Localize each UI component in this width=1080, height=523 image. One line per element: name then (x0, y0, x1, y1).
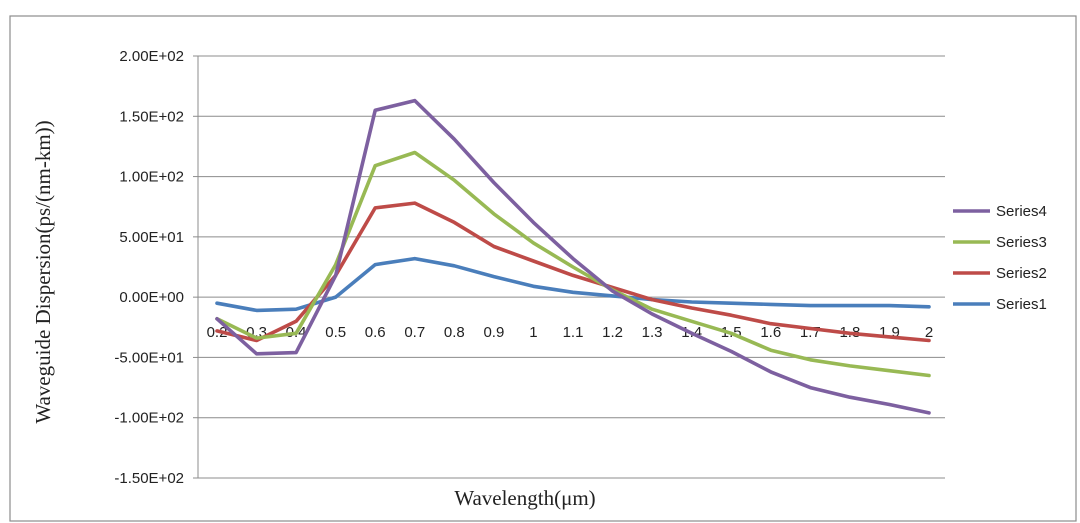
series-lines (215, 98, 931, 415)
series-line-series4 (215, 98, 931, 415)
x-tick-label: 0.9 (483, 324, 504, 341)
x-axis-title: Wavelength(μm) (454, 486, 595, 510)
x-tick-label: 0.7 (404, 324, 425, 341)
x-tick-label: 1.1 (563, 324, 584, 341)
legend-label-series4: Series4 (996, 203, 1047, 220)
legend-label-series2: Series2 (996, 265, 1047, 282)
x-tick-label: 0.8 (444, 324, 465, 341)
x-tick-label: 1.3 (642, 324, 663, 341)
x-tick-label: 2 (925, 324, 933, 341)
x-tick-label: 0.5 (325, 324, 346, 341)
series-line-series1 (215, 256, 931, 313)
y-tick-label: 1.00E+02 (119, 169, 184, 186)
y-tick-label: -5.00E+01 (114, 349, 184, 366)
y-axis-title: Waveguide Dispersion(ps/(nm-km)) (31, 120, 55, 423)
series-line-series3 (215, 150, 931, 378)
x-tick-label: 1.6 (760, 324, 781, 341)
legend: Series4 Series3 Series2 Series1 (953, 203, 1047, 313)
y-tick-label: 1.50E+02 (119, 108, 184, 125)
y-tick-label: -1.50E+02 (114, 470, 184, 487)
y-tick-labels: 2.00E+02 1.50E+02 1.00E+02 5.00E+01 0.00E+00… (114, 48, 184, 487)
x-tick-label: 1.2 (602, 324, 623, 341)
y-tick-label: 0.00E+00 (119, 289, 184, 306)
y-tick-label: 5.00E+01 (119, 229, 184, 246)
x-tick-label: 0.6 (365, 324, 386, 341)
legend-label-series3: Series3 (996, 234, 1047, 251)
gridlines (198, 55, 945, 479)
legend-label-series1: Series1 (996, 296, 1047, 313)
chart-border (9, 15, 1077, 522)
x-tick-label: 1 (529, 324, 537, 341)
axes (193, 55, 945, 479)
y-tick-label: 2.00E+02 (119, 48, 184, 65)
y-tick-label: -1.00E+02 (114, 410, 184, 427)
